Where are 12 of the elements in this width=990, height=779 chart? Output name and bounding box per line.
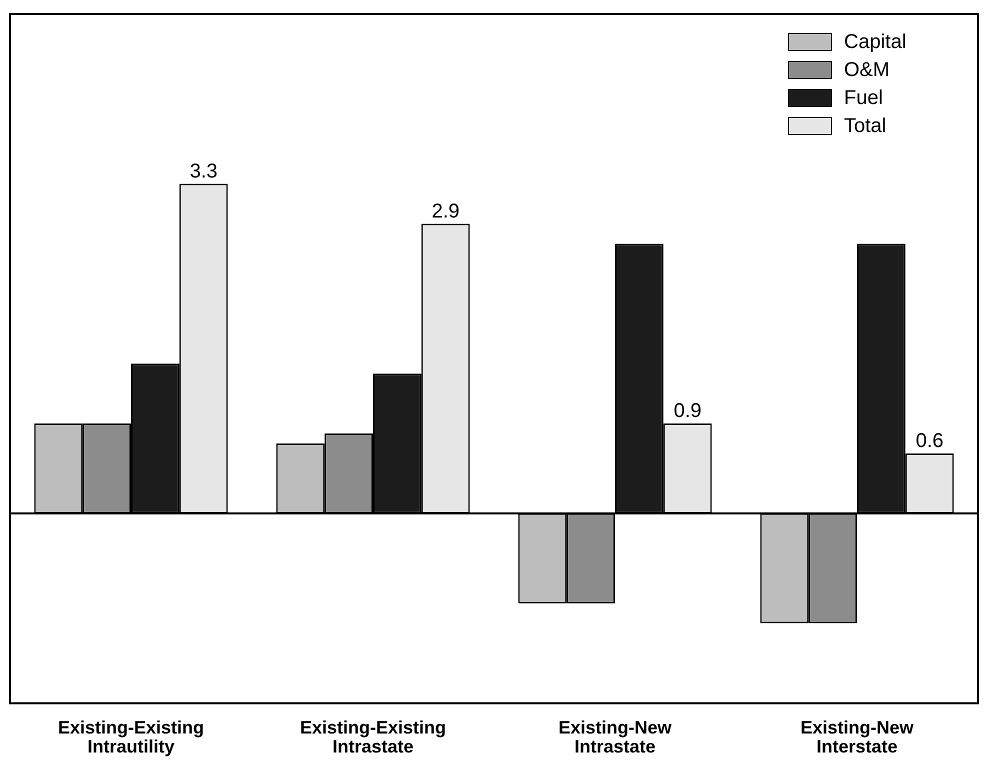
x-tick-label: Existing-Existing Intrautility: [58, 718, 204, 757]
legend-label: O&M: [844, 58, 890, 83]
data-label: 0.6: [916, 430, 944, 452]
data-label: 2.9: [432, 200, 460, 222]
x-tick-label: Existing-Existing Intrastate: [300, 718, 446, 757]
legend-label: Total: [844, 114, 886, 139]
data-label: 3.3: [190, 160, 218, 182]
x-tick-label: Existing-New Interstate: [800, 718, 914, 757]
legend-label: Capital: [844, 30, 906, 55]
data-label: 0.9: [674, 400, 702, 422]
legend-label: Fuel: [844, 86, 883, 111]
x-tick-label: Existing-New Intrastate: [558, 718, 672, 757]
